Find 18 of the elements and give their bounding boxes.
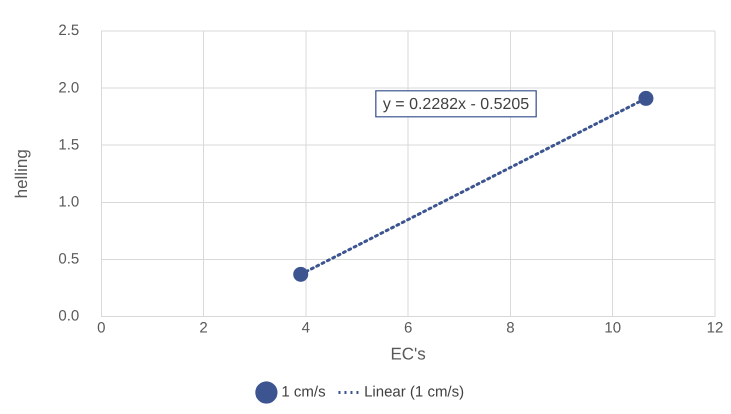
x-tick-label: 2 — [199, 320, 208, 337]
y-tick-label: 1.5 — [58, 136, 80, 154]
y-tick-label: 2.5 — [58, 22, 80, 40]
y-tick-label: 2.0 — [58, 79, 80, 96]
y-tick-label: 0.5 — [58, 250, 80, 268]
legend-label: Linear (1 cm/s) — [364, 384, 464, 401]
x-tick-label: 0 — [97, 320, 106, 337]
x-tick-label: 8 — [506, 320, 515, 337]
x-tick-label: 12 — [706, 320, 724, 337]
legend-label: 1 cm/s — [281, 384, 326, 401]
y-axis-title: helling — [12, 149, 31, 198]
annotation: y = 0.2282x - 0.5205 — [382, 96, 530, 114]
y-tick-label: 0.0 — [58, 308, 80, 325]
x-axis-title: EC's — [390, 344, 426, 364]
y-tick-label: 1.0 — [58, 194, 80, 210]
x-tick-label: 4 — [302, 320, 310, 337]
x-tick-label: 6 — [404, 320, 412, 337]
x-tick-label: 10 — [604, 320, 622, 337]
